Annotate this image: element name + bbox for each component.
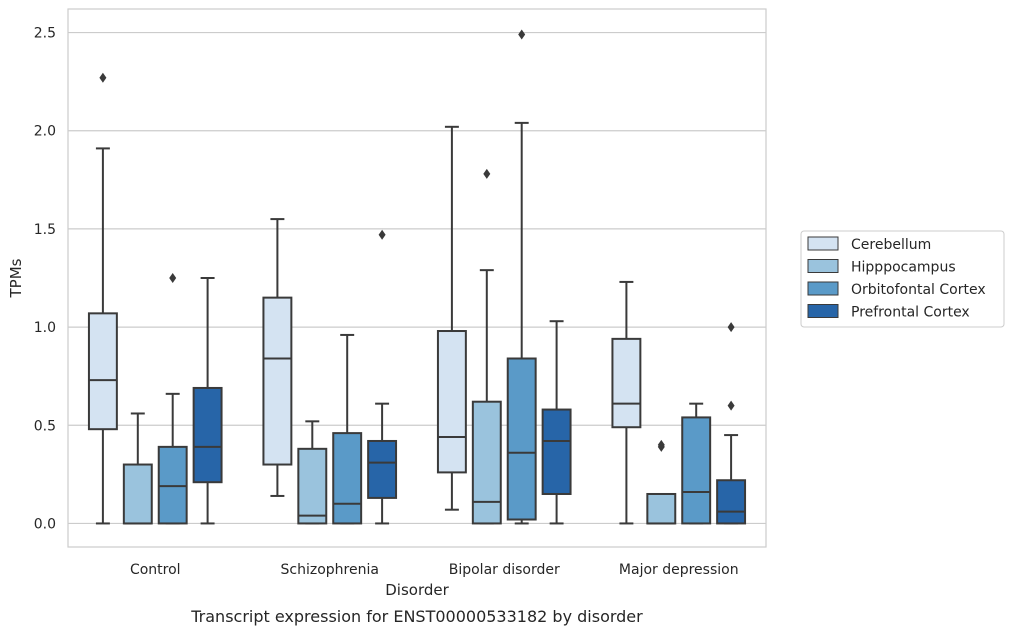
box	[157, 273, 188, 525]
chart-caption: Transcript expression for ENST0000053318…	[190, 607, 643, 626]
x-tick-labels: Control Schizophrenia Bipolar disorder Majo…	[130, 562, 739, 578]
outlier-point	[657, 439, 665, 450]
box	[541, 320, 572, 525]
series-cerebellum	[87, 72, 642, 525]
y-tick-labels: 0.0 0.5 1.0 1.5 2.0 2.5	[34, 26, 56, 533]
y-tick-label: 2.0	[34, 124, 56, 140]
box	[646, 439, 677, 525]
series-prefrontal-cortex	[192, 229, 747, 525]
box-iqr	[471, 400, 502, 525]
box-iqr	[646, 492, 677, 525]
legend-entry: Prefrontal Cortex	[851, 305, 970, 321]
outlier-point	[518, 29, 526, 40]
box	[471, 168, 502, 525]
legend-entry: Orbitofontal Cortex	[851, 282, 986, 298]
box-iqr	[716, 479, 747, 525]
y-tick-label: 1.0	[34, 320, 56, 336]
box-iqr	[87, 312, 118, 431]
box	[506, 29, 537, 525]
box	[611, 280, 642, 525]
y-tick-label: 0.0	[34, 516, 56, 532]
box-iqr	[262, 296, 293, 466]
legend-frame	[800, 230, 1005, 328]
box-iqr	[332, 432, 363, 525]
y-tick-label: 2.5	[34, 26, 56, 42]
box	[262, 218, 293, 497]
box	[681, 402, 712, 525]
box-iqr	[192, 386, 223, 484]
box-iqr	[611, 337, 642, 429]
legend-entry: Cerebellum	[851, 237, 931, 253]
x-tick-label: Bipolar disorder	[449, 562, 560, 578]
box-iqr	[122, 463, 153, 525]
series-orbitofontal-cortex	[157, 29, 712, 525]
box	[716, 322, 747, 525]
box-iqr	[541, 408, 572, 495]
y-tick-label: 1.5	[34, 222, 56, 238]
box	[192, 277, 223, 525]
box-iqr	[436, 330, 467, 474]
box-iqr	[681, 416, 712, 525]
legend-swatch	[807, 236, 839, 251]
outlier-point	[483, 168, 491, 179]
outlier-point	[727, 322, 735, 333]
y-axis-label: TPMs	[7, 258, 25, 298]
box	[87, 72, 118, 525]
box	[367, 229, 398, 525]
series-hipppocampus	[122, 168, 677, 525]
x-tick-label: Control	[130, 562, 181, 578]
legend: Cerebellum Hipppocampus Orbitofontal Corte…	[800, 230, 1005, 328]
legend-swatch	[807, 304, 839, 318]
outlier-point	[727, 400, 735, 411]
x-axis-label: Disorder	[385, 581, 449, 599]
box	[122, 412, 153, 525]
legend-swatch	[807, 259, 839, 273]
outlier-point	[99, 72, 107, 83]
outlier-point	[378, 229, 386, 240]
box-series-group	[87, 29, 747, 525]
box	[297, 420, 328, 525]
x-tick-label: Schizophrenia	[281, 562, 379, 578]
y-tick-label: 0.5	[34, 418, 56, 434]
outlier-point	[169, 273, 177, 283]
legend-entry: Hipppocampus	[851, 260, 956, 276]
box-iqr	[367, 439, 398, 499]
x-tick-label: Major depression	[619, 562, 739, 578]
box-iqr	[297, 447, 328, 525]
legend-swatch	[807, 281, 839, 296]
box	[436, 125, 467, 511]
box-iqr	[506, 357, 537, 521]
box	[332, 333, 363, 525]
